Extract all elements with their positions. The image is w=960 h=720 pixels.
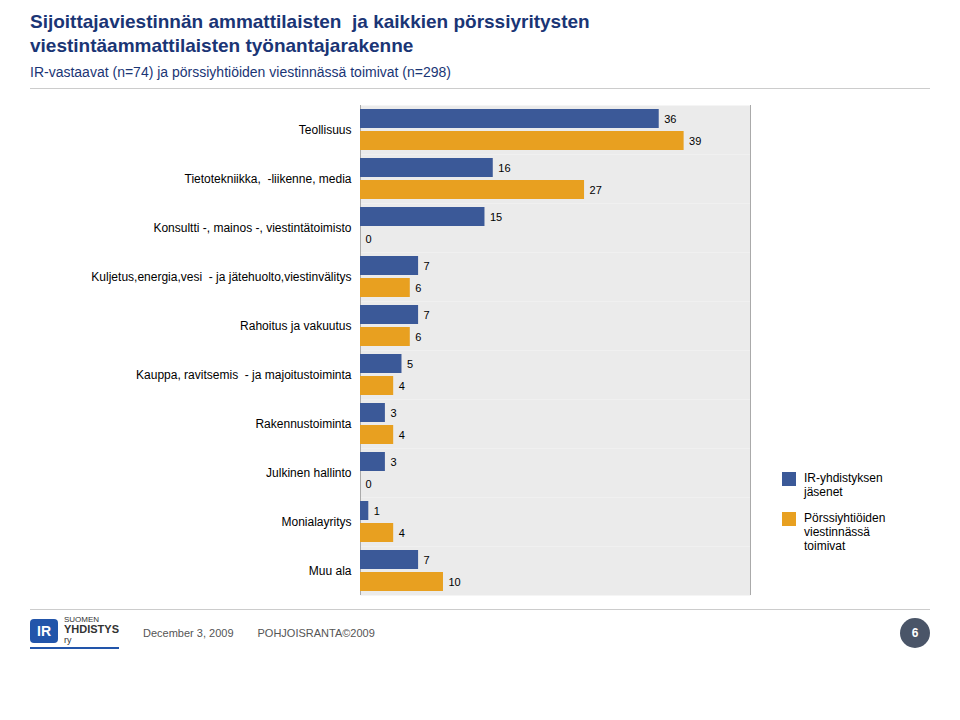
- svg-text:16: 16: [498, 162, 510, 174]
- svg-text:Teollisuus: Teollisuus: [299, 123, 352, 137]
- html-text:YHDISTYS: YHDISTYS: [64, 623, 119, 636]
- svg-text:Rakennustoiminta: Rakennustoiminta: [255, 417, 351, 431]
- svg-text:7: 7: [424, 309, 430, 321]
- svg-text:4: 4: [399, 429, 405, 441]
- svg-text:Kuljetus,energia,vesi - ja jä: Kuljetus,energia,vesi - ja jätehuolto,vi…: [91, 270, 351, 284]
- svg-text:0: 0: [366, 233, 372, 245]
- svg-text:Konsultti -, mainos -, viestin: Konsultti -, mainos -, viestintätoimisto: [153, 221, 351, 235]
- svg-text:3: 3: [390, 407, 396, 419]
- html-text:6: 6: [911, 625, 919, 640]
- svg-text:0: 0: [366, 478, 372, 490]
- svg-text:Rahoitus ja vakuutus: Rahoitus ja vakuutus: [240, 319, 351, 333]
- svg-text:27: 27: [590, 184, 602, 196]
- svg-text:4: 4: [399, 380, 405, 392]
- svg-text:6: 6: [415, 331, 421, 343]
- html-text:IR-yhdistyksen jäsenet: IR-yhdistyksen jäsenet: [804, 471, 883, 499]
- html-text:Pörssiyhtiöiden viestinnässä t: Pörssiyhtiöiden viestinnässä toimivat: [804, 511, 886, 553]
- svg-text:7: 7: [424, 260, 430, 272]
- svg-text:4: 4: [399, 527, 405, 539]
- svg-text:Muu ala: Muu ala: [309, 564, 352, 578]
- svg-text:3: 3: [390, 456, 396, 468]
- svg-text:5: 5: [407, 358, 413, 370]
- html-text:POHJOISRANTA©2009: POHJOISRANTA©2009: [257, 626, 375, 639]
- svg-text:15: 15: [490, 211, 502, 223]
- html-text:SUOMEN: SUOMEN: [64, 615, 100, 624]
- svg-text:39: 39: [689, 135, 701, 147]
- svg-text:10: 10: [448, 576, 460, 588]
- svg-text:Monialayritys: Monialayritys: [281, 515, 351, 529]
- svg-text:7: 7: [424, 554, 430, 566]
- html-text:IR: IR: [37, 622, 51, 639]
- html-text:Sijoittajaviestinnän ammattila: Sijoittajaviestinnän ammattilaisten ja k…: [30, 11, 590, 56]
- svg-text:Julkinen hallinto: Julkinen hallinto: [266, 466, 352, 480]
- html-text:IR-vastaavat (n=74) ja pörssiy: IR-vastaavat (n=74) ja pörssiyhtiöiden v…: [30, 64, 451, 80]
- svg-text:36: 36: [664, 113, 676, 125]
- svg-text:Tietotekniikka, -liikenne, me: Tietotekniikka, -liikenne, media: [185, 172, 352, 186]
- html-text:ry: ry: [64, 634, 72, 645]
- svg-text:6: 6: [415, 282, 421, 294]
- html-text:December 3, 2009: December 3, 2009: [143, 626, 234, 639]
- svg-text:Kauppa, ravitsemis - ja majoi: Kauppa, ravitsemis - ja majoitustoiminta: [136, 368, 352, 382]
- svg-text:1: 1: [374, 505, 380, 517]
